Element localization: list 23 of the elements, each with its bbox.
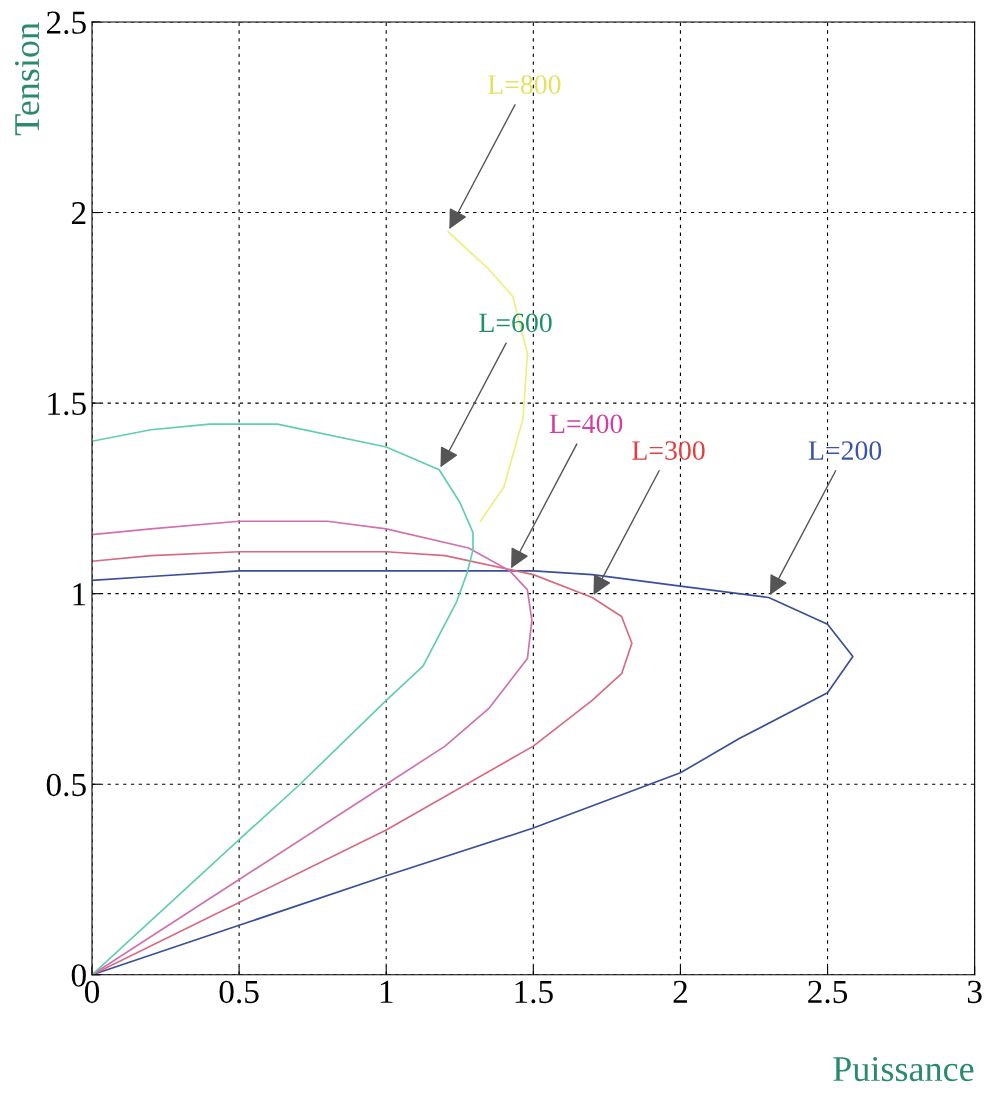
x-tick-label: 3 bbox=[967, 980, 982, 1004]
y-tick-label: 0 bbox=[71, 964, 86, 987]
y-tick-label: 2.5 bbox=[46, 11, 86, 35]
annotation: L=600 bbox=[479, 313, 552, 333]
x-tick-label: 2.5 bbox=[808, 980, 848, 1004]
x-tick-label: 0.5 bbox=[219, 980, 259, 1004]
annotation: L=200 bbox=[808, 441, 882, 460]
line-series bbox=[92, 569, 854, 975]
y-tick-label: 1.5 bbox=[48, 392, 86, 416]
y-tick-label: 0.5 bbox=[46, 773, 86, 797]
x-tick-label: 1.5 bbox=[515, 980, 553, 1004]
line-series bbox=[92, 423, 474, 975]
x-tick-label: 1 bbox=[380, 980, 393, 1003]
y-axis-title: Tension bbox=[14, 22, 40, 136]
line-series bbox=[92, 520, 533, 975]
annotation: L=800 bbox=[488, 75, 561, 95]
annotation: L=300 bbox=[632, 441, 705, 460]
x-axis-title: Puissance bbox=[833, 1056, 974, 1082]
x-tick-label: 2 bbox=[673, 980, 687, 1003]
y-tick-label: 1 bbox=[73, 583, 86, 606]
annotation: L=400 bbox=[549, 414, 623, 434]
line-series bbox=[92, 550, 633, 975]
y-tick-label: 2 bbox=[71, 202, 86, 225]
